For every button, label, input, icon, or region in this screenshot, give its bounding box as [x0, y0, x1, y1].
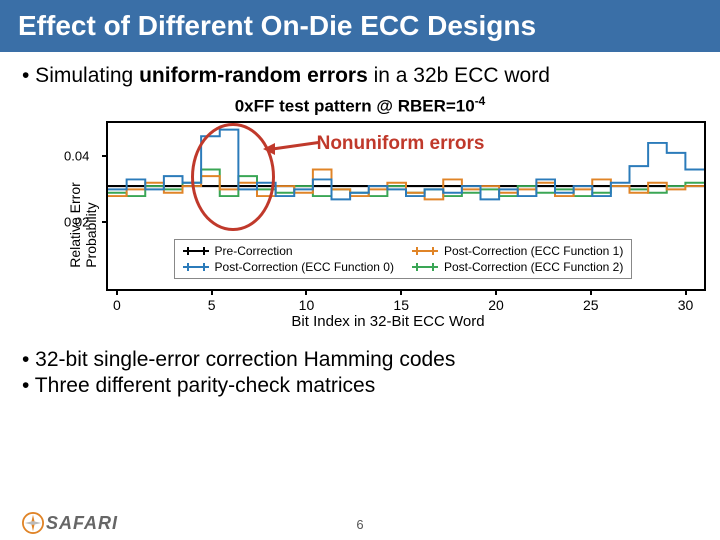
x-axis-label: Bit Index in 32-Bit ECC Word: [106, 313, 670, 330]
legend: Pre-Correction Post-Correction (ECC Funct…: [174, 239, 633, 279]
x-tick-mark: [685, 289, 687, 295]
x-tick-label: 5: [208, 297, 216, 313]
legend-swatch: [412, 262, 438, 272]
bullet-3: • Three different parity-check matrices: [22, 374, 698, 398]
legend-label: Post-Correction (ECC Function 0): [215, 260, 394, 274]
x-tick-label: 30: [678, 297, 694, 313]
chart-title-prefix: 0xFF test pattern @ RBER=10: [235, 97, 475, 116]
y-tick-mark: [102, 155, 108, 157]
content-area: • Simulating uniform-random errors in a …: [0, 52, 720, 398]
legend-label: Pre-Correction: [215, 244, 293, 258]
bullet1-suffix: in a 32b ECC word: [368, 64, 550, 87]
chart-box: 0.020.04 051015202530 Nonuniform errors …: [106, 121, 706, 291]
y-tick-label: 0.02: [64, 215, 89, 230]
x-tick-mark: [211, 289, 213, 295]
legend-label: Post-Correction (ECC Function 1): [444, 244, 623, 258]
y-tick-mark: [102, 221, 108, 223]
x-tick-label: 15: [393, 297, 409, 313]
x-tick-mark: [495, 289, 497, 295]
x-tick-label: 20: [488, 297, 504, 313]
legend-swatch: [183, 246, 209, 256]
bullet1-prefix: • Simulating: [22, 64, 139, 87]
slide-title: Effect of Different On-Die ECC Designs: [0, 0, 720, 52]
x-tick-mark: [400, 289, 402, 295]
bottom-bullets: • 32-bit single-error correction Hamming…: [22, 348, 698, 398]
legend-item: Pre-Correction: [183, 244, 394, 258]
x-tick-mark: [116, 289, 118, 295]
y-tick-label: 0.04: [64, 148, 89, 163]
footer: 6: [0, 517, 720, 532]
legend-item: Post-Correction (ECC Function 2): [412, 260, 623, 274]
x-tick-mark: [590, 289, 592, 295]
bullet-1: • Simulating uniform-random errors in a …: [22, 64, 698, 88]
chart-title: 0xFF test pattern @ RBER=10-4: [22, 94, 698, 117]
chart-wrap: Relative ErrorProbability 0.020.04 05101…: [50, 121, 670, 330]
page-number: 6: [356, 517, 363, 532]
chart-title-exp: -4: [475, 94, 486, 108]
legend-item: Post-Correction (ECC Function 0): [183, 260, 394, 274]
callout-ellipse: [191, 123, 274, 231]
x-tick-mark: [305, 289, 307, 295]
x-tick-label: 25: [583, 297, 599, 313]
legend-swatch: [183, 262, 209, 272]
legend-item: Post-Correction (ECC Function 1): [412, 244, 623, 258]
bullet1-bold: uniform-random errors: [139, 64, 368, 87]
x-tick-label: 10: [299, 297, 315, 313]
bullet-2: • 32-bit single-error correction Hamming…: [22, 348, 698, 372]
x-tick-label: 0: [113, 297, 121, 313]
legend-swatch: [412, 246, 438, 256]
annotation-arrow-head: [263, 143, 275, 155]
annotation-text: Nonuniform errors: [317, 133, 485, 155]
legend-label: Post-Correction (ECC Function 2): [444, 260, 623, 274]
